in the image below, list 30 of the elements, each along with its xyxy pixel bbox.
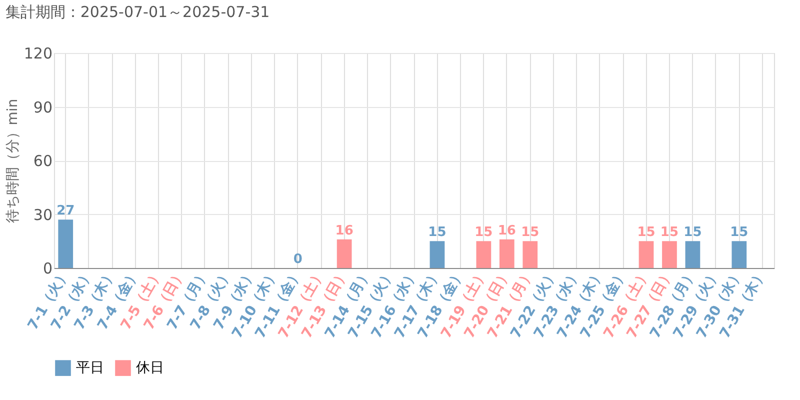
data-label: 15 (660, 225, 679, 240)
bar (499, 239, 514, 268)
bar (522, 241, 538, 268)
data-label: 15 (684, 225, 702, 240)
legend-label: 平日 (76, 360, 104, 376)
y-tick-label: 30 (33, 206, 52, 224)
data-label: 16 (498, 223, 516, 238)
data-label: 0 (293, 252, 302, 267)
data-label: 15 (428, 225, 446, 240)
legend-label: 休日 (136, 360, 164, 376)
y-axis-title: 待ち時間（分）min (4, 98, 21, 224)
data-label: 27 (56, 204, 75, 219)
data-label: 15 (474, 225, 493, 240)
data-label: 16 (335, 223, 354, 238)
chart-title: 集計期間：2025-07-01～2025-07-31 (5, 3, 270, 21)
bar (476, 241, 492, 268)
y-tick-label: 0 (42, 260, 52, 278)
data-label: 15 (637, 225, 656, 240)
y-tick-label: 60 (33, 152, 52, 170)
bar (662, 241, 677, 268)
data-label: 15 (730, 225, 748, 240)
bar (336, 239, 352, 268)
y-tick-label: 90 (33, 98, 52, 116)
y-tick-label: 120 (24, 44, 52, 62)
bar (58, 220, 74, 268)
bar (430, 241, 445, 268)
bar (732, 241, 747, 268)
bar (638, 241, 654, 268)
data-label: 15 (521, 225, 540, 240)
bar (685, 241, 700, 268)
